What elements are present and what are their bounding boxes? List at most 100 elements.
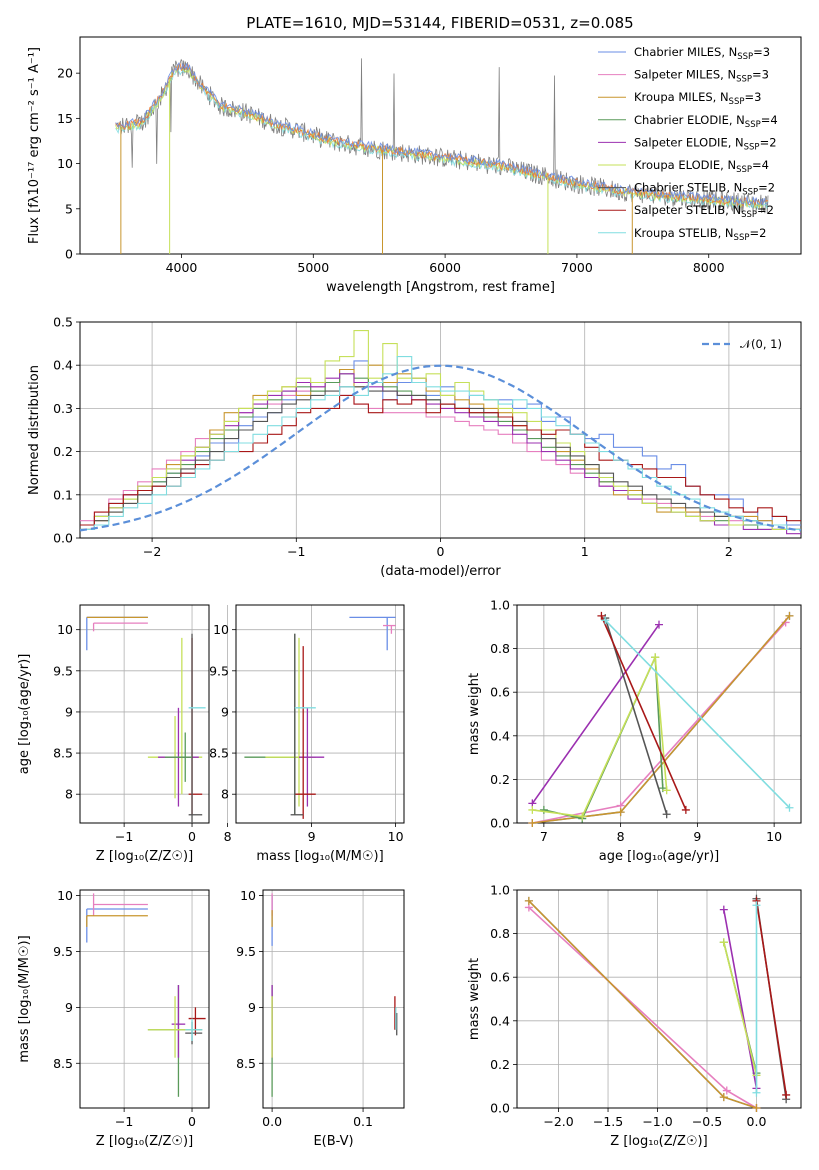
y-axis-label: mass [log₁₀(M/M☉)] (17, 935, 32, 1062)
y-tick-label: 0.2 (490, 772, 510, 787)
legend-entry: Kroupa ELODIE, NSSP=4 (634, 158, 769, 175)
x-tick-label: 9 (308, 829, 316, 844)
y-tick-label: 0.4 (490, 728, 510, 743)
x-tick-label: −2 (143, 544, 161, 559)
y-tick-label: 9.5 (53, 663, 73, 678)
x-tick-label: 9 (693, 829, 701, 844)
weight-marker (752, 1104, 761, 1112)
weight-marker (616, 808, 625, 817)
x-tick-label: 0 (188, 829, 196, 844)
x-axis-label: Z [log₁₀(Z/Z☉)] (96, 849, 193, 864)
weight-vs-metallicity-panel: −2.0 −1.5 −1.0 −0.5 0.0 0.0 0.2 0.4 0.6 0.8 1.0 Z [… (467, 883, 802, 1149)
y-tick-label: 8 (65, 787, 73, 802)
y-tick-label: 9.5 (209, 663, 229, 678)
histogram-steps (80, 330, 801, 535)
y-tick-label: 0.2 (490, 1057, 510, 1072)
weight-marker (719, 905, 728, 914)
weight-marker (722, 1086, 731, 1095)
y-tick-label: 9.5 (236, 944, 256, 959)
y-tick-label: 0.6 (490, 970, 510, 985)
y-tick-label: 0.2 (53, 444, 73, 459)
weight-lines (524, 894, 791, 1112)
weight-marker (785, 803, 794, 812)
y-tick-label: 8.5 (209, 746, 229, 761)
x-tick-label: 5000 (297, 260, 329, 275)
x-tick-label: −1 (287, 544, 305, 559)
errorbar-points (271, 893, 398, 1097)
weight-marker (524, 896, 533, 905)
y-tick-label: 8 (221, 787, 229, 802)
y-tick-label: 10 (57, 622, 73, 637)
legend-entry: Chabrier ELODIE, NSSP=4 (634, 113, 778, 130)
y-tick-label: 1.0 (490, 598, 510, 613)
x-tick-label: 0 (437, 544, 445, 559)
legend-subscript: SSP (734, 233, 750, 243)
x-tick-label: −1 (115, 1114, 133, 1129)
legend-subscript: SSP (742, 188, 758, 198)
weight-marker (651, 653, 660, 662)
errorbar-points (86, 616, 206, 823)
residuals-panel: −2 −1 0 1 2 0.0 0.1 0.2 0.3 0.4 0.5 (data-model)/er… (27, 315, 802, 579)
axes-frame (235, 604, 405, 824)
y-tick-label: 0.4 (490, 1013, 510, 1028)
legend-suffix: =4 (752, 158, 769, 172)
y-tick-label: 0.1 (53, 487, 73, 502)
y-tick-label: 0.8 (490, 926, 510, 941)
x-tick-label: 10 (388, 829, 404, 844)
y-tick-label: 0.3 (53, 401, 73, 416)
x-tick-label: 2 (725, 544, 733, 559)
weight-marker (539, 805, 548, 814)
x-tick-label: 0.0 (747, 1114, 767, 1129)
mass-vs-extinction-panel: 0.0 0.1 8.5 9 9.5 10 E(B-V) (236, 888, 405, 1149)
y-tick-label: 8.5 (53, 1056, 73, 1071)
y-tick-label: 1.0 (490, 883, 510, 898)
legend-entry: Salpeter STELIB, NSSP=2 (634, 203, 774, 220)
weight-marker (681, 805, 690, 814)
legend-entry: Chabrier STELIB, NSSP=2 (634, 181, 775, 198)
y-tick-label: 5 (65, 201, 73, 216)
weight-series-line (604, 617, 668, 815)
weight-marker (528, 819, 537, 827)
weight-series-line (528, 900, 757, 1109)
age-vs-mass-panel: 8 9 10 8 8.5 9 9.5 10 mass [log₁₀(M/M☉)] (209, 604, 405, 864)
x-axis-label: wavelength [Angstrom, rest frame] (326, 280, 555, 295)
weight-series-line (528, 906, 757, 1109)
x-tick-label: −2.0 (543, 1114, 573, 1129)
x-axis-label: age [log₁₀(age/yr)] (599, 849, 720, 864)
x-tick-label: 6000 (429, 260, 461, 275)
figure-title: PLATE=1610, MJD=53144, FIBERID=0531, z=0… (246, 14, 633, 32)
axes-frame (79, 321, 802, 539)
legend-entry: Chabrier MILES, NSSP=3 (634, 45, 770, 62)
x-axis-label: E(B-V) (313, 1134, 353, 1149)
legend-subscript: SSP (745, 120, 761, 130)
model-spectrum (115, 65, 769, 209)
weight-marker (785, 611, 794, 620)
weight-marker (601, 616, 610, 625)
model-spectrum (115, 61, 769, 206)
axes-frame (79, 889, 210, 1109)
weight-series-line (600, 615, 687, 811)
y-tick-label: 0.6 (490, 685, 510, 700)
weight-series-line (723, 942, 758, 1076)
spectrum-legend: Chabrier MILES, NSSP=3 Salpeter MILES, NS… (598, 45, 778, 243)
weight-marker (655, 620, 663, 629)
axes-frame (79, 36, 802, 255)
weight-lines (528, 611, 794, 827)
histogram-series (80, 330, 801, 530)
y-tick-label: 10 (57, 156, 73, 171)
legend-suffix: =3 (753, 45, 770, 59)
age-vs-metallicity-panel: −1 0 8 8.5 9 9.5 10 Z [log₁₀(Z/Z☉)] age [log₁₀(a… (17, 604, 210, 864)
legend-entry: Salpeter ELODIE, NSSP=2 (634, 135, 777, 152)
legend-subscript: SSP (736, 165, 752, 175)
legend-suffix: =4 (761, 113, 778, 127)
weight-marker (597, 611, 606, 620)
axes-frame (516, 604, 802, 824)
spectrum-lines (115, 58, 769, 254)
x-tick-label: 0.0 (262, 1114, 282, 1129)
y-tick-label: 10 (213, 622, 229, 637)
y-tick-label: 8.5 (53, 746, 73, 761)
x-axis-label: (data-model)/error (380, 564, 501, 579)
legend-subscript: SSP (737, 52, 753, 62)
weight-marker (662, 810, 671, 819)
y-tick-label: 8.5 (236, 1056, 256, 1071)
